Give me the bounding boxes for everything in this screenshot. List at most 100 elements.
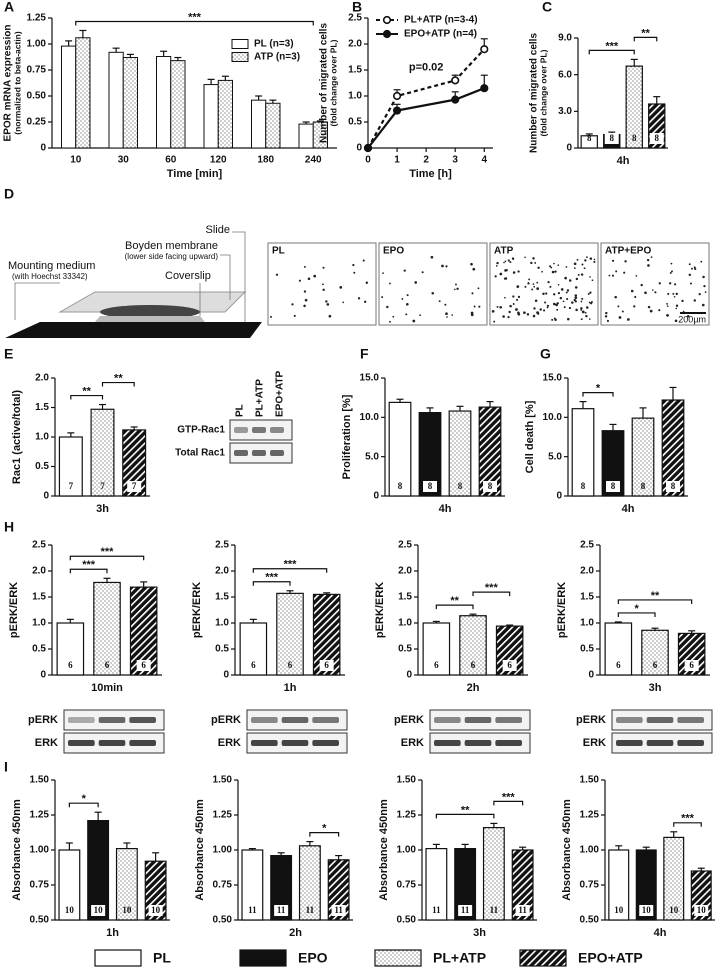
cell-dot	[353, 271, 356, 274]
cell-dot	[357, 297, 361, 300]
cell-dot	[647, 264, 650, 267]
cell-dot	[392, 315, 395, 318]
significance-label: *	[596, 383, 601, 395]
blot-band	[251, 740, 278, 746]
blot-band	[646, 740, 674, 746]
cell-dot	[589, 291, 592, 294]
cell-dot	[382, 272, 384, 274]
n-label: 8	[488, 481, 493, 491]
blot-band	[281, 740, 309, 746]
legend-label: PL+ATP (n=3-4)	[404, 15, 478, 26]
y-tick-label: 0.5	[398, 644, 412, 655]
y-axis-label: Rac1 (active/total)	[11, 390, 23, 484]
x-tick-label: 0	[365, 155, 371, 166]
cell-dot	[470, 311, 474, 315]
cell-dot	[675, 307, 678, 310]
cell-dot	[322, 266, 325, 269]
significance-label: ***	[265, 572, 279, 584]
y-tick-label: 1.5	[35, 402, 49, 413]
n-box	[604, 133, 619, 144]
cell-dot	[668, 282, 672, 285]
cell-dot	[588, 318, 591, 320]
y-tick-label: 0.5	[215, 644, 229, 655]
cell-dot	[401, 298, 404, 300]
y-tick-label: 1.25	[27, 13, 47, 24]
n-label: 8	[641, 481, 646, 491]
y-tick-label: 0.75	[30, 880, 50, 891]
y-tick-label: 2.5	[32, 540, 46, 551]
cell-dot	[554, 270, 557, 273]
cell-dot	[539, 308, 542, 311]
label: Mounting medium	[8, 260, 95, 272]
y-tick-label: 1.25	[397, 810, 417, 821]
cell-dot	[562, 300, 565, 303]
cell-dot	[574, 267, 576, 269]
significance-bracket	[69, 568, 108, 574]
significance-bracket	[69, 555, 145, 561]
y-tick-label: 10.0	[543, 412, 563, 423]
cell-dot	[574, 286, 578, 289]
leader	[14, 282, 60, 320]
cell-dot	[568, 306, 571, 310]
bar	[170, 60, 186, 149]
y-tick-label: 1.5	[398, 592, 412, 603]
cell-dot	[328, 314, 332, 318]
y-tick-label: 5.0	[365, 451, 379, 462]
cell-dot	[419, 314, 422, 316]
cell-dot	[575, 277, 579, 281]
n-label: 10	[151, 905, 161, 915]
cell-dot	[567, 317, 570, 321]
n-label: 7	[100, 481, 105, 491]
blot-band	[312, 717, 339, 723]
cell-dot	[524, 256, 526, 259]
n-label: 11	[490, 905, 499, 915]
cell-dot	[326, 303, 330, 306]
n-box	[127, 481, 142, 492]
x-axis-label: Time [min]	[167, 168, 223, 180]
cell-dot	[508, 310, 511, 314]
cell-dot	[649, 309, 653, 313]
cell-dot	[507, 259, 510, 262]
y-tick-label: 2.5	[580, 540, 594, 551]
cell-dot	[532, 257, 535, 260]
cell-dot	[293, 314, 296, 317]
micrograph	[267, 242, 377, 326]
cell-dot	[541, 270, 543, 273]
legend-swatch	[239, 949, 287, 967]
image-label: ATP	[494, 246, 514, 257]
bar	[298, 123, 314, 149]
bar	[203, 84, 219, 149]
blot-row-label: ERK	[35, 737, 58, 749]
cell-dot	[445, 265, 448, 268]
y-tick-label: 0	[373, 491, 379, 502]
n-box	[684, 660, 699, 671]
blot-band	[98, 717, 126, 723]
label: Coverslip	[165, 270, 211, 282]
cell-dot	[528, 278, 531, 281]
y-tick-label: 0.5	[32, 644, 46, 655]
line	[367, 87, 485, 149]
cell-dot	[406, 294, 409, 297]
x-tick-label: 10	[70, 155, 82, 166]
cell-dot	[589, 276, 591, 278]
x-axis-label: 3h	[96, 503, 109, 515]
cell-dot	[701, 303, 705, 307]
cell-dot	[550, 266, 553, 269]
y-axis-sublabel: (fold change over PL)	[538, 49, 548, 136]
cell-dot	[473, 305, 476, 308]
legend-label: PL (n=3)	[254, 39, 294, 50]
x-tick-label: 4	[481, 155, 487, 166]
cell-dot	[270, 315, 272, 318]
panel-letter: C	[542, 0, 552, 15]
n-label: 11	[518, 905, 527, 915]
cell-dot	[444, 303, 447, 306]
n-box	[694, 905, 709, 916]
cell-dot	[666, 313, 669, 317]
x-axis-label: 3h	[649, 682, 662, 694]
y-tick-label: 1.25	[213, 810, 233, 821]
y-tick-label: 1.50	[213, 775, 233, 786]
bar	[217, 79, 233, 149]
cell-dot	[565, 291, 568, 294]
cell-dot	[555, 303, 558, 307]
y-tick-label: 0	[356, 143, 362, 154]
